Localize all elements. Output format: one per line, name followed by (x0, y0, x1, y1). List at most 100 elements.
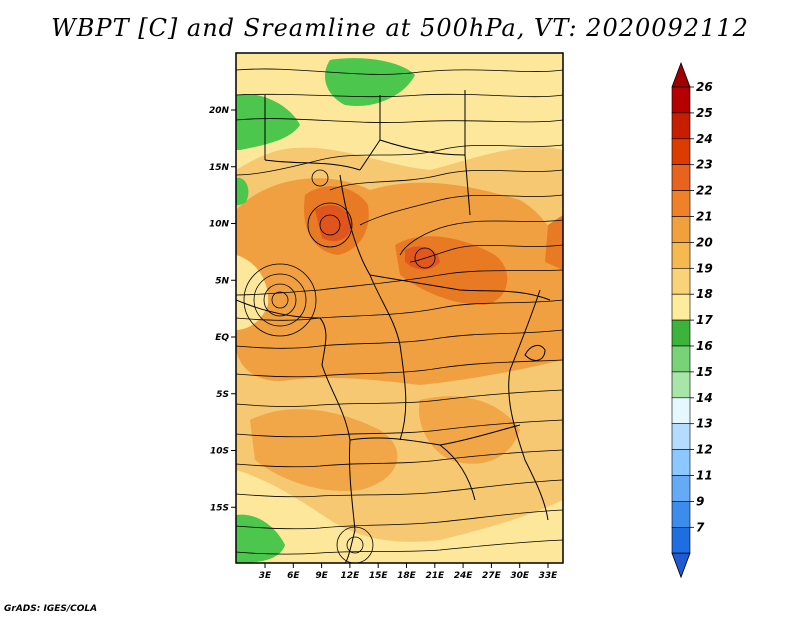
lon-tick-label: 27E (482, 571, 502, 581)
lat-tick-label: 5S (216, 390, 229, 400)
colorbar-label: 17 (696, 313, 713, 327)
streamline (409, 244, 563, 263)
colorbar-swatch (671, 86, 691, 114)
streamline (236, 144, 563, 176)
colorbar-swatch (671, 397, 691, 424)
colorbar-swatch (671, 216, 691, 243)
country-borders (236, 90, 551, 563)
colorbar-swatch (671, 293, 691, 321)
lon-tick-label: 12E (341, 571, 361, 581)
lon-tick-label: 21E (425, 571, 445, 581)
map-frame (235, 52, 564, 564)
chart-title: WBPT [C] and Sreamline at 500hPa, VT: 20… (51, 14, 749, 42)
colorbar-label: 25 (696, 106, 713, 120)
swirl-ring (336, 526, 374, 563)
lake-east (524, 344, 546, 361)
colorbar-top-arrow (671, 61, 691, 88)
field-pale-west (236, 255, 269, 330)
colorbar-swatch (671, 449, 691, 476)
field-warm-southeast (419, 396, 520, 464)
streamline (236, 93, 563, 98)
colorbar-label: 22 (696, 184, 713, 198)
lat-tick-label: 5N (215, 276, 229, 286)
streamline (236, 269, 563, 296)
field-warm-region (236, 178, 563, 385)
lon-tick-label: 33E (539, 571, 559, 581)
swirl-ring (346, 536, 364, 554)
vortex-ring (271, 291, 289, 309)
colorbar-swatch (671, 319, 691, 347)
colorbar-bottom-arrow (671, 552, 691, 579)
colorbar-swatch (671, 423, 691, 450)
colorbar-label: 14 (696, 391, 713, 405)
colorbar-swatch (671, 526, 691, 554)
colorbar-swatch (671, 138, 691, 166)
colorbar-swatch (671, 242, 691, 269)
border-east (508, 289, 549, 521)
colorbar-swatch (671, 112, 691, 140)
colorbar-label: 16 (696, 339, 713, 353)
latitude-axis: 20N 15N 10N 5N EQ 5S 10S 15S (209, 106, 236, 513)
field-hottest-east (405, 246, 440, 270)
credit-text: GrADS: IGES/COLA (4, 604, 98, 614)
streamline (236, 449, 563, 468)
border-north (264, 90, 471, 216)
swirl-ring (414, 247, 436, 269)
colorbar-swatch (671, 371, 691, 399)
colorbar-swatch (671, 267, 691, 295)
colorbar-label: 19 (696, 261, 713, 275)
colorbar-swatch (671, 475, 691, 502)
lon-tick-label: 3E (259, 571, 272, 581)
streamline (236, 539, 563, 555)
field-warm-south (250, 409, 398, 491)
field-green-north (325, 58, 415, 106)
colorbar-label: 7 (696, 520, 705, 534)
lon-tick-label: 18E (397, 571, 417, 581)
lon-tick-label: 30E (510, 571, 530, 581)
streamline (236, 389, 563, 407)
swirl-ring (311, 169, 329, 187)
longitude-axis: 3E 6E 9E 12E 15E 18E 21E 24E 27E 30E 33E (259, 563, 558, 581)
field-pale-north (236, 53, 563, 170)
lat-tick-label: 15N (209, 163, 230, 173)
colorbar-label: 24 (696, 132, 713, 146)
colorbar-label: 23 (696, 158, 713, 172)
vortex-ring (243, 263, 317, 337)
border-central (339, 174, 551, 346)
lon-tick-label: 9E (315, 571, 328, 581)
lat-tick-label: 10S (210, 447, 229, 457)
colorbar-label: 21 (696, 210, 713, 224)
field-green-west (236, 177, 249, 206)
streamline (236, 329, 563, 349)
streamline (236, 359, 563, 378)
streamline (236, 68, 563, 75)
border-south (349, 344, 521, 501)
swirl-ring (307, 202, 353, 248)
streamlines (236, 68, 563, 563)
streamline (236, 118, 563, 123)
colorbar-label: 20 (696, 235, 713, 249)
colorbar-label: 9 (696, 494, 704, 508)
colorbar-label: 13 (696, 417, 713, 431)
colorbar-label: 15 (696, 365, 713, 379)
lat-tick-label: 10N (209, 220, 230, 230)
vortex-ring (263, 283, 297, 317)
vortex-ring (253, 273, 307, 327)
field-hottest-west (315, 205, 352, 242)
colorbar-label: 11 (696, 469, 713, 483)
lon-tick-label: 15E (369, 571, 389, 581)
field-pale-southwest (236, 470, 563, 563)
streamline (236, 479, 563, 498)
field-hot-edge (545, 215, 563, 270)
streamline (359, 194, 563, 226)
colorbar-swatch (671, 164, 691, 191)
colorbar-swatch (671, 345, 691, 373)
lon-tick-label: 24E (454, 571, 474, 581)
colorbar: 26 25 24 23 22 21 20 19 18 17 16 15 14 13 12 11 9 7 (671, 61, 713, 579)
streamline (236, 509, 563, 530)
colorbar-label: 26 (696, 80, 713, 94)
swirl-ring (319, 214, 341, 236)
lat-tick-label: EQ (215, 333, 229, 343)
lon-tick-label: 6E (287, 571, 300, 581)
